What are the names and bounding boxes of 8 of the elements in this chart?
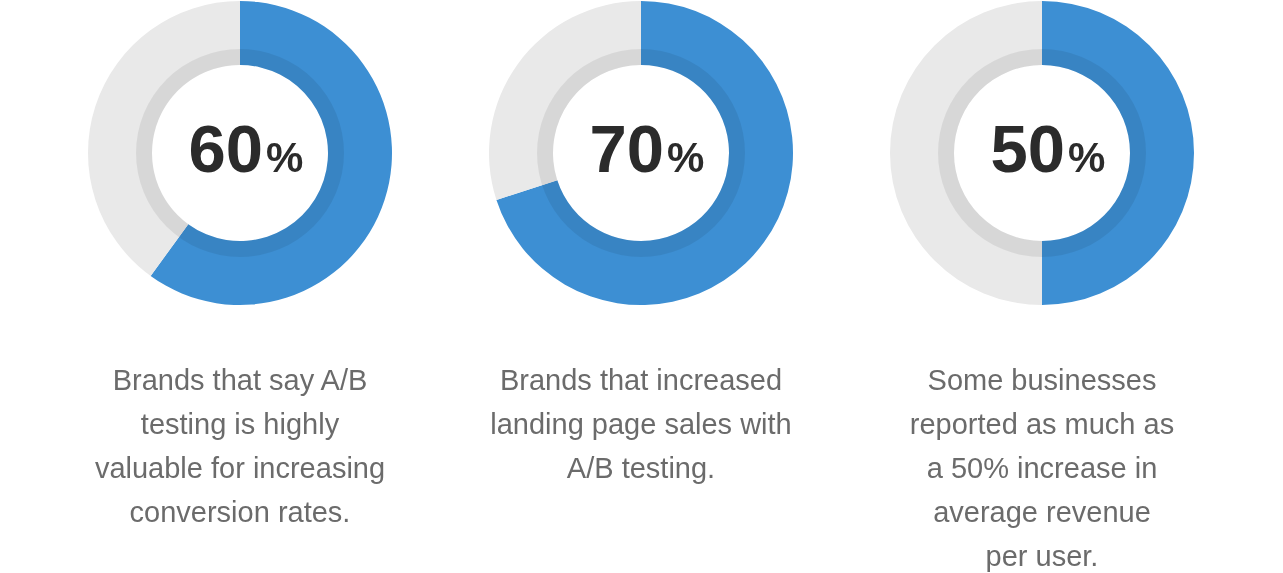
text: Brands that increased landing page sales with A/B testing. (489, 363, 793, 486)
donut-slice (150, 1, 392, 305)
text: Brands that say A/B testing is highly valuable for increasing conversion rates. (93, 363, 387, 530)
donut-slice (496, 1, 793, 305)
text: Some businesses reported as much as a 50% increase in average revenue per user. (908, 363, 1176, 573)
data-label: 70% (589, 111, 705, 186)
data-label: 60% (188, 111, 304, 186)
data-label: 50% (990, 111, 1106, 186)
